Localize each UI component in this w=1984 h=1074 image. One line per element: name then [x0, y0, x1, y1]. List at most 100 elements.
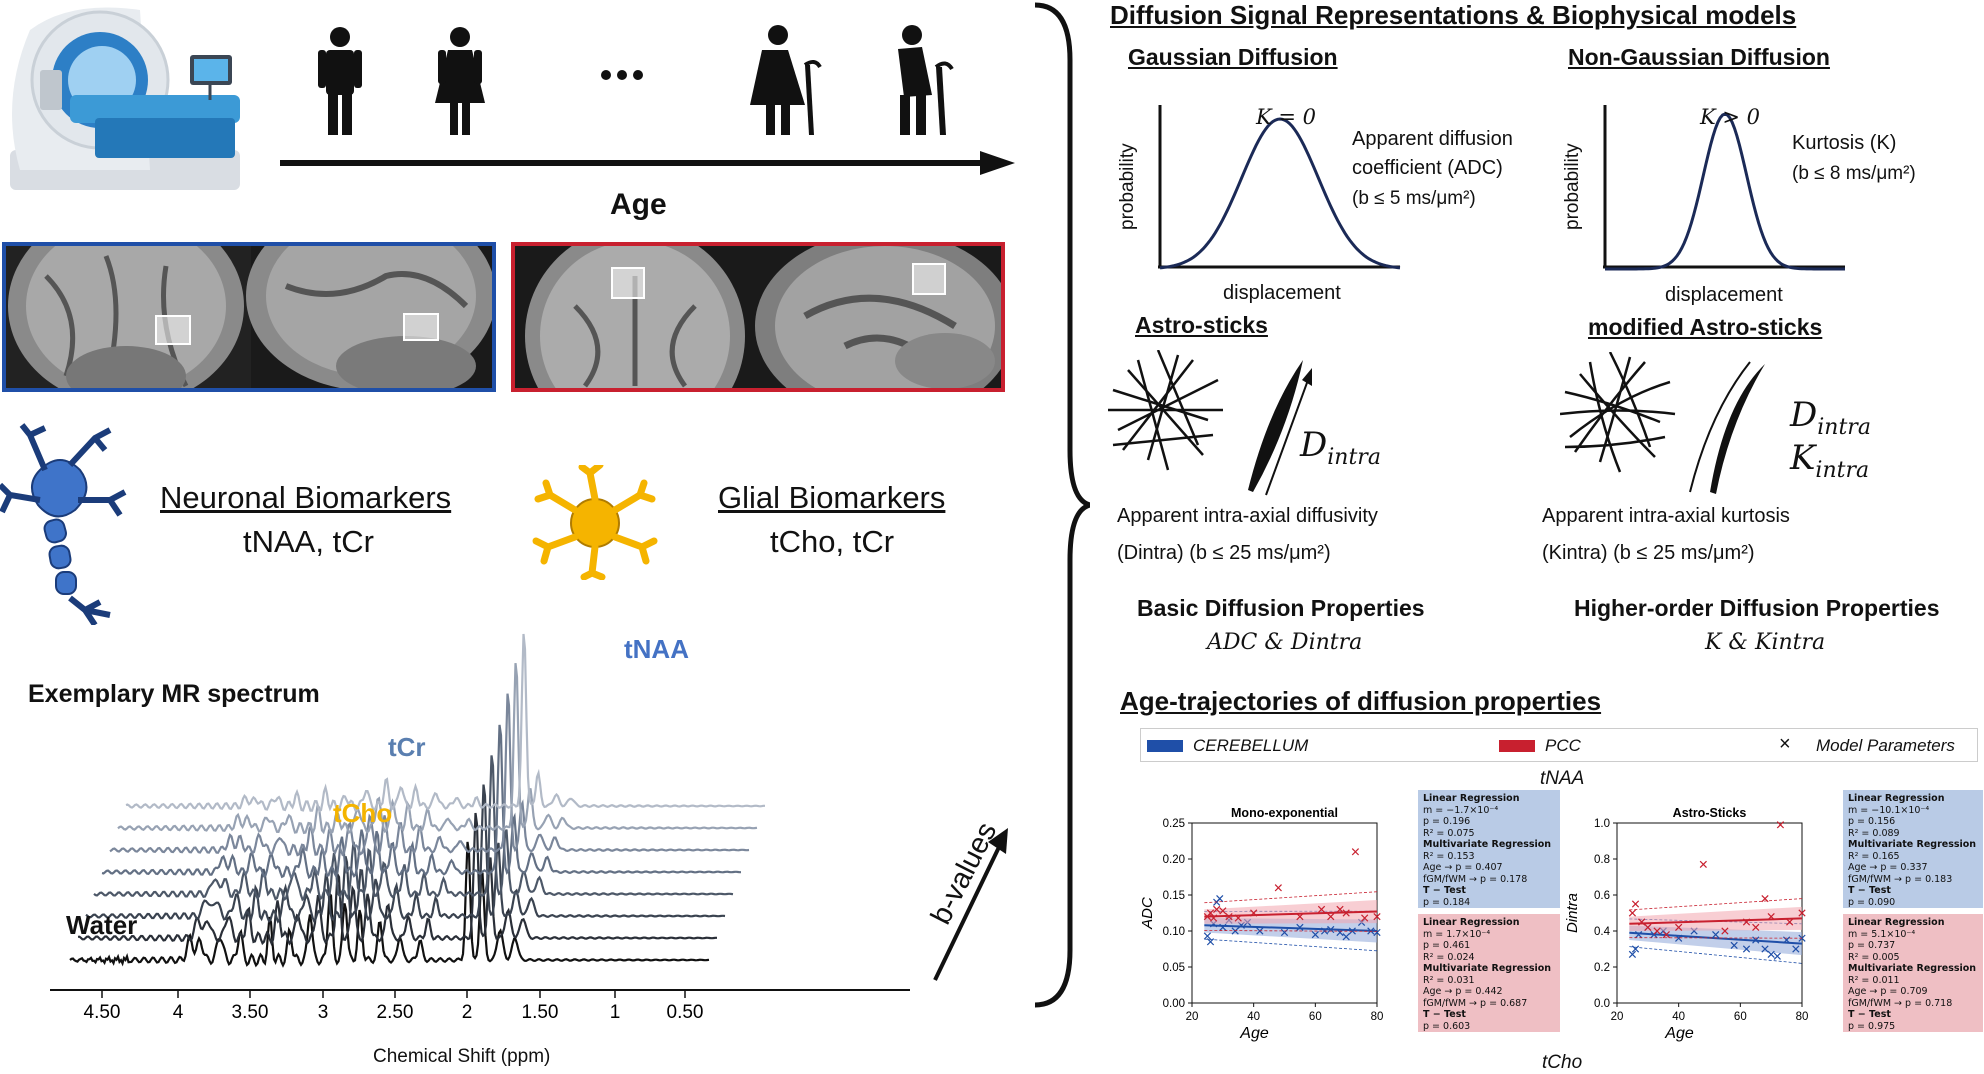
stat-line: m = 5.1×10⁻⁴ [1848, 929, 1978, 941]
x-tick-label: 40 [1247, 1011, 1260, 1023]
gaussian-k-label: K = 0 [1256, 105, 1316, 129]
stat-line: p = 0.196 [1423, 816, 1555, 828]
stat-line: T − Test [1423, 1009, 1555, 1021]
mod-astro-sticks-title: modified Astro-sticks [1588, 314, 1822, 341]
y-axis-label: Dintra [1565, 893, 1581, 933]
nongaussian-title: Non-Gaussian Diffusion [1568, 44, 1830, 71]
nongaussian-desc-2: (b ≤ 8 ms/μm²) [1792, 163, 1916, 185]
astro-sticks-desc-1: Apparent intra-axial diffusivity [1117, 505, 1378, 528]
glial-metabolites: tCho, tCr [770, 524, 894, 560]
legend-marker-x-icon: × [1779, 733, 1791, 756]
gaussian-title: Gaussian Diffusion [1128, 44, 1338, 71]
trajectories-legend: CEREBELLUM PCC × Model Parameters [1140, 728, 1978, 762]
y-tick-label: 0.8 [1594, 854, 1610, 866]
data-point [1629, 910, 1635, 916]
basic-properties-title: Basic Diffusion Properties [1137, 595, 1425, 622]
glial-biomarkers-title: Glial Biomarkers [718, 480, 945, 516]
stat-line: Linear Regression [1848, 793, 1978, 805]
nongaussian-ylabel: probability [1562, 143, 1584, 230]
stat-line: Multivariate Regression [1423, 839, 1555, 851]
stat-line: Age → p = 0.337 [1848, 862, 1978, 874]
stat-line: R² = 0.153 [1423, 851, 1555, 863]
stat-line: R² = 0.165 [1848, 851, 1978, 863]
mri-scanner-icon [0, 0, 260, 220]
x-tick-label: 80 [1796, 1011, 1809, 1023]
stat-line: R² = 0.031 [1423, 975, 1555, 987]
trajectories-title: Age-trajectories of diffusion properties [1120, 686, 1601, 717]
stat-line: R² = 0.005 [1848, 952, 1978, 964]
curly-brace [1030, 0, 1090, 1010]
spectrum-traces [70, 634, 765, 965]
spectrum-tick-label: 3 [318, 1002, 329, 1023]
water-peak-label: Water [66, 910, 137, 941]
stat-line: Age → p = 0.442 [1423, 986, 1555, 998]
prediction-bound [1204, 892, 1377, 903]
data-point [1774, 953, 1780, 959]
stat-line: Multivariate Regression [1848, 963, 1978, 975]
spectrum-xlabel: Chemical Shift (ppm) [373, 1046, 550, 1068]
spectrum-tick-label: 2 [462, 1002, 473, 1023]
gaussian-desc-2: coefficient (ADC) [1352, 157, 1503, 180]
stat-line: fGM/fWM → p = 0.178 [1423, 874, 1555, 886]
astro-sticks-symbol: Dintra [1300, 425, 1381, 470]
spectrum-tick-label: 4 [173, 1002, 184, 1023]
spectrum-tick-label: 1.50 [522, 1002, 559, 1023]
chart-title: Mono-exponential [1231, 806, 1338, 820]
mod-astro-symbol-d: Dintra [1790, 395, 1871, 440]
y-tick-label: 0.15 [1163, 890, 1185, 902]
tcho-peak-label: tCho [333, 798, 392, 829]
y-tick-label: 0.00 [1163, 998, 1185, 1010]
prediction-bound [1629, 938, 1802, 939]
age-label: Age [610, 188, 667, 222]
y-tick-label: 0.4 [1594, 926, 1611, 938]
y-tick-label: 0.2 [1594, 962, 1610, 974]
x-tick-label: 60 [1734, 1011, 1747, 1023]
gaussian-desc-1: Apparent diffusion [1352, 128, 1513, 151]
y-axis-label: ADC [1140, 897, 1156, 930]
stat-line: Multivariate Regression [1423, 963, 1555, 975]
tnaa-peak-label: tNAA [624, 634, 689, 665]
legend-swatch-cerebellum [1147, 740, 1183, 752]
y-tick-label: 0.05 [1163, 962, 1185, 974]
x-tick-label: 60 [1309, 1011, 1322, 1023]
data-point [1204, 933, 1210, 939]
stat-line: Multivariate Regression [1848, 839, 1978, 851]
x-axis-label: Age [1664, 1025, 1694, 1042]
pcc-mri-images [511, 242, 1005, 392]
stat-line: Linear Regression [1423, 793, 1555, 805]
mod-astro-desc-1: Apparent intra-axial kurtosis [1542, 505, 1790, 528]
stat-line: p = 0.603 [1423, 1021, 1555, 1033]
nongaussian-k-label: K > 0 [1700, 105, 1760, 129]
neuron-icon [0, 420, 130, 625]
spectrum-tick-label: 0.50 [667, 1002, 704, 1023]
age-people-icons [300, 25, 1000, 145]
tcr-peak-label: tCr [388, 732, 426, 763]
glial-cell-icon [530, 465, 660, 580]
basic-properties-formula: ADC & Dintra [1207, 630, 1362, 655]
legend-cerebellum: CEREBELLUM [1193, 736, 1308, 756]
chart-mono-exponential: Mono-exponential0.000.050.100.150.200.25… [1140, 775, 1420, 1070]
stat-line: T − Test [1848, 885, 1978, 897]
data-point [1217, 895, 1223, 901]
legend-model: Model Parameters [1816, 736, 1955, 756]
nongaussian-xlabel: displacement [1665, 284, 1783, 307]
stat-line: Linear Regression [1423, 917, 1555, 929]
stat-line: m = 1.7×10⁻⁴ [1423, 929, 1555, 941]
stat-line: p = 0.461 [1423, 940, 1555, 952]
x-tick-label: 40 [1672, 1011, 1685, 1023]
age-arrow [280, 148, 1020, 178]
astro-sticks-title: Astro-sticks [1135, 312, 1268, 339]
spectrum-tick-label: 1 [610, 1002, 621, 1023]
mod-astro-sticks-icon [1560, 352, 1800, 502]
y-tick-label: 0.10 [1163, 926, 1185, 938]
stat-line: m = −1.7×10⁻⁴ [1423, 805, 1555, 817]
x-tick-label: 20 [1186, 1011, 1199, 1023]
y-tick-label: 1.0 [1594, 818, 1610, 830]
neuronal-metabolites: tNAA, tCr [243, 524, 374, 560]
